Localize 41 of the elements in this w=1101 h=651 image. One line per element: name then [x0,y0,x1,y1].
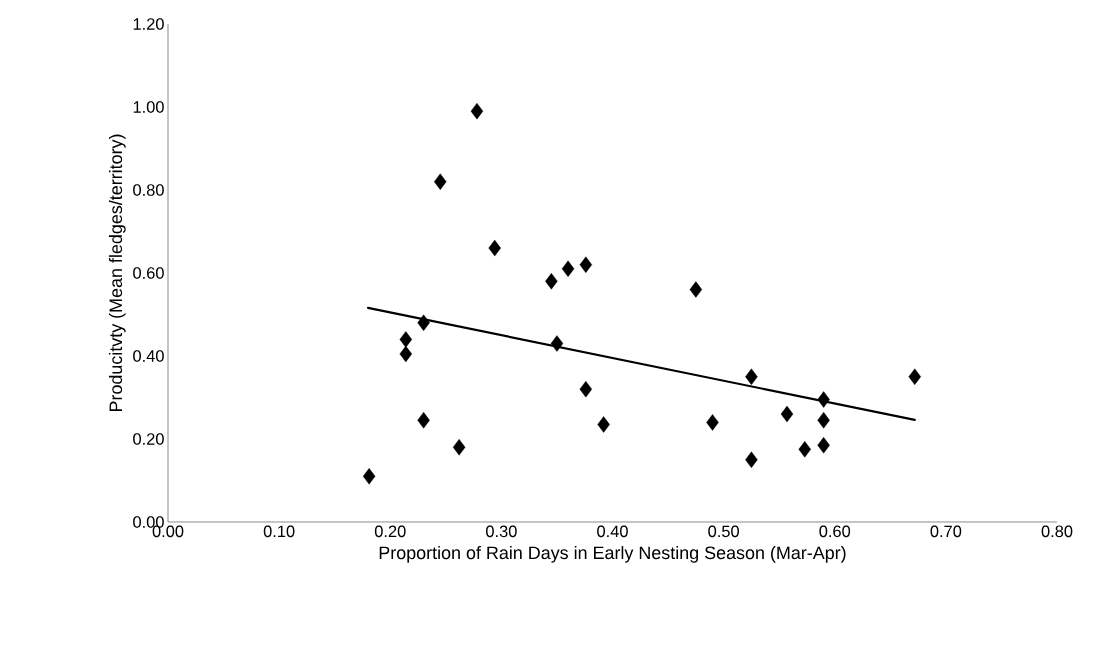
point [908,368,921,385]
x-tick-label: 0.40 [597,525,628,538]
y-tick-label: 0.60 [133,267,164,279]
point [817,412,830,429]
point [579,380,593,398]
point [798,441,811,458]
y-tick-label: 0.80 [133,184,164,196]
y-tick-label: 1.00 [133,101,164,113]
point [417,314,430,331]
x-tick-label: 0.50 [708,525,739,538]
point [745,451,758,468]
y-tick-label: 1.20 [133,18,164,30]
point [470,102,484,120]
point [434,173,447,190]
point [545,273,558,290]
point [399,345,413,363]
point [780,405,794,423]
point [561,260,575,278]
x-tick-label: 0.10 [263,525,295,538]
x-tick-label: 0.80 [1041,525,1073,538]
y-axis-title: Producitvty (Mean fledges/territory) [108,134,126,412]
y-tick-label: 0.20 [133,433,164,445]
point [452,439,466,456]
x-tick-label: 0.70 [930,525,962,538]
point [689,281,703,298]
y-tick-label: 0.40 [133,350,164,362]
point [579,256,593,273]
x-tick-label: 0.20 [374,525,406,538]
point [745,368,758,385]
point [817,437,830,454]
x-tick-label: 0.30 [486,525,517,538]
point [706,414,719,431]
point [362,468,376,485]
point [399,331,413,348]
point [550,335,564,352]
point [817,391,830,408]
x-axis-title: Proportion of Rain Days in Early Nesting Season (Mar-Apr) [379,545,846,563]
point [597,416,610,433]
point [417,412,430,429]
x-tick-label: 0.60 [819,525,851,538]
point [488,239,501,257]
